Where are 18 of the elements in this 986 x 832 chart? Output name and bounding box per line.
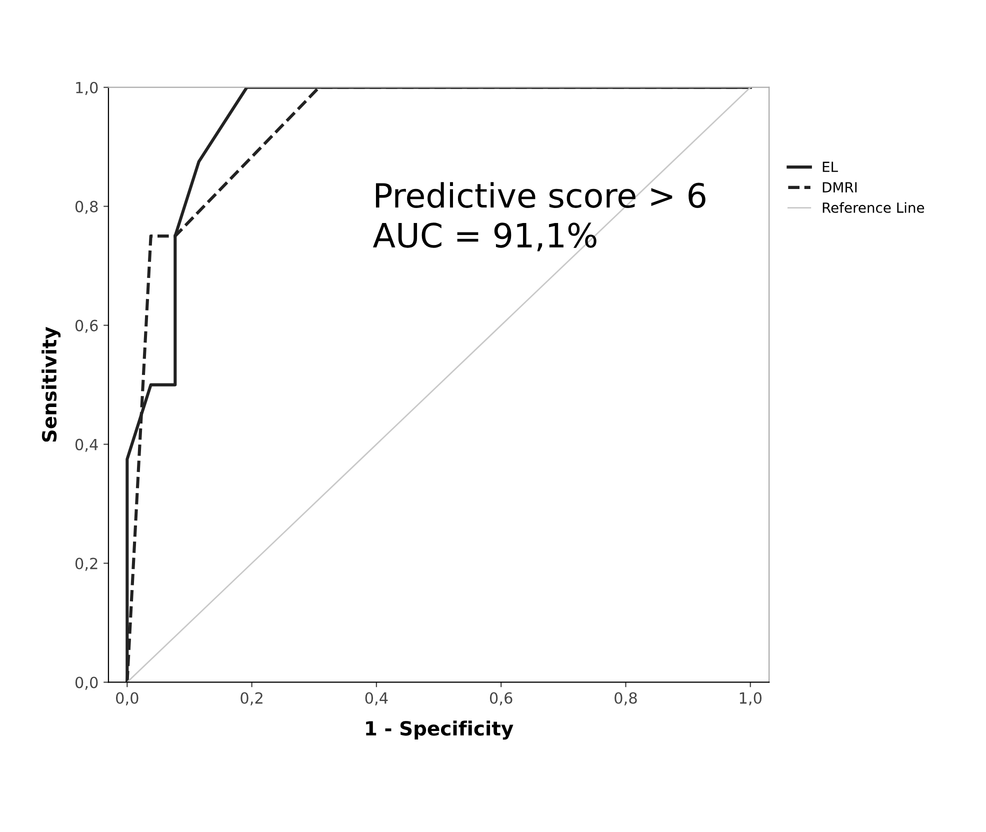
- legend-label: Reference Line: [822, 202, 924, 213]
- y-axis-title: Sensitivity: [42, 326, 61, 442]
- x-tick-label: 0,8: [614, 692, 637, 706]
- y-tick-label: 0,8: [75, 200, 98, 214]
- x-tick-label: 1,0: [740, 692, 762, 706]
- x-tick-label: 0,0: [116, 692, 138, 706]
- x-tick-label: 0,2: [240, 692, 262, 706]
- y-tick-label: 0,6: [75, 320, 98, 333]
- y-tick-label: 0,2: [75, 558, 98, 571]
- x-tick-label: 0,4: [365, 692, 388, 706]
- legend-label: DMRI: [822, 182, 857, 192]
- legend-label: EL: [822, 162, 838, 172]
- y-tick-label: 1,0: [76, 82, 98, 95]
- x-tick-label: 0,6: [490, 692, 512, 706]
- y-tick-label: 0,4: [75, 438, 98, 452]
- annotation: Predictive score > 6 AUC = 91,1%: [372, 182, 706, 252]
- y-tick-label: 0,0: [75, 676, 98, 690]
- x-axis-title: 1 - Specificity: [366, 720, 514, 740]
